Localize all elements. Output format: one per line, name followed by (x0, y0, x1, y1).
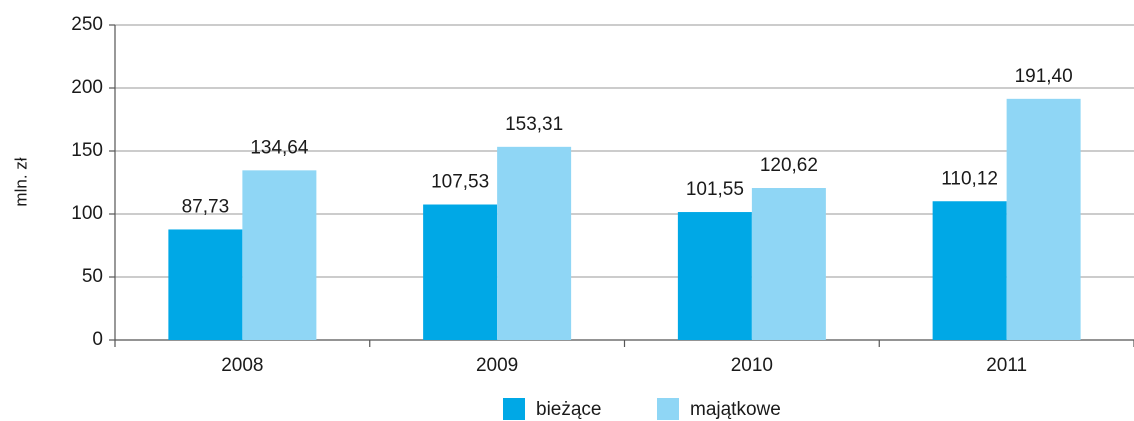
value-label: 134,64 (250, 137, 309, 158)
y-tick-label: 250 (71, 14, 103, 35)
bar (242, 170, 317, 340)
y-axis-label: mln. zł (11, 157, 30, 206)
legend-label: bieżące (536, 399, 602, 420)
value-label: 101,55 (686, 179, 744, 200)
y-tick-label: 0 (92, 329, 103, 350)
x-tick-label: 2010 (731, 355, 773, 376)
bar (751, 188, 826, 340)
bar (1006, 98, 1081, 340)
bar (677, 212, 752, 340)
legend-swatch (503, 398, 525, 420)
value-label: 153,31 (505, 114, 563, 135)
x-tick-label: 2008 (221, 355, 263, 376)
legend-label: majątkowe (690, 399, 781, 420)
bar (497, 146, 572, 340)
bar (423, 204, 498, 340)
value-label: 120,62 (760, 155, 818, 176)
x-tick-label: 2011 (986, 355, 1027, 376)
bar (932, 201, 1007, 340)
y-tick-label: 200 (71, 77, 103, 98)
legend-swatch (657, 398, 679, 420)
x-tick-label: 2009 (476, 355, 518, 376)
value-label: 87,73 (182, 196, 230, 217)
y-tick-label: 150 (71, 140, 103, 161)
value-label: 107,53 (431, 172, 489, 193)
value-label: 191,40 (1015, 66, 1073, 87)
bar (168, 229, 243, 340)
y-tick-label: 100 (71, 203, 103, 224)
y-tick-label: 50 (82, 266, 103, 287)
value-label: 110,12 (941, 168, 998, 189)
